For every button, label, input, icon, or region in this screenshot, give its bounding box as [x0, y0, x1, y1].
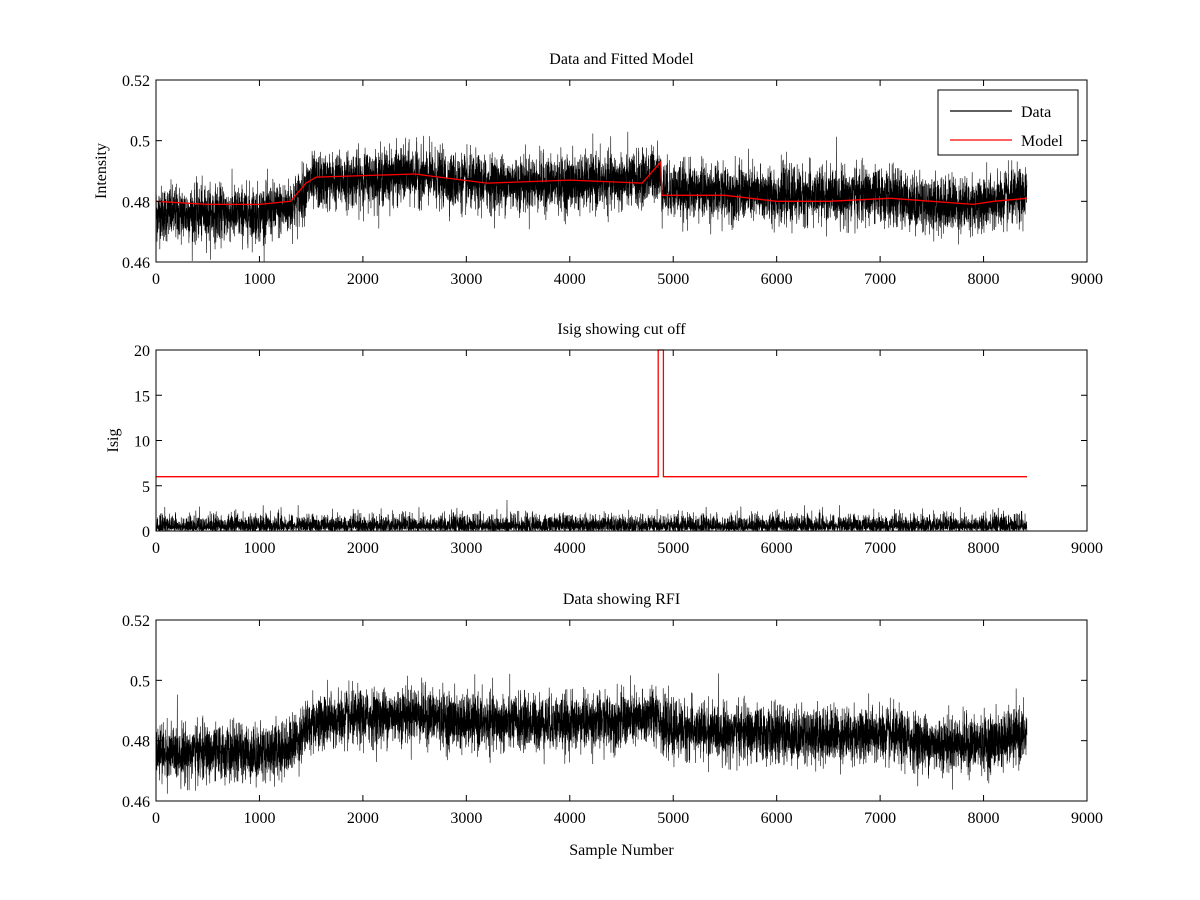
legend-box: [937, 89, 1079, 156]
plot-area: [156, 80, 1087, 262]
y-tick-label: 0.5: [130, 134, 150, 151]
y-tick-label: 0.48: [122, 734, 150, 751]
series-data: [155, 673, 1028, 794]
axes-frame: [155, 619, 1088, 802]
x-tick-label: 0: [152, 271, 160, 288]
y-tick-label: 0.52: [122, 613, 150, 630]
x-tick-label: 9000: [1071, 271, 1103, 288]
y-tick-label: 20: [134, 343, 150, 360]
x-tick-label: 4000: [554, 810, 586, 827]
x-tick-label: 6000: [761, 540, 793, 557]
x-tick-label: 1000: [243, 540, 275, 557]
subplot-title: Isig showing cut off: [557, 321, 686, 338]
subplot-title: Data and Fitted Model: [549, 51, 694, 68]
x-tick-label: 9000: [1071, 540, 1103, 557]
y-axis-label: Isig: [105, 429, 122, 453]
y-tick-label: 5: [142, 479, 150, 496]
x-tick-label: 3000: [450, 540, 482, 557]
x-tick-label: 1000: [243, 810, 275, 827]
legend-label-data: Data: [1021, 104, 1051, 121]
x-tick-label: 2000: [347, 271, 379, 288]
x-tick-label: 8000: [968, 540, 1000, 557]
series-model: [155, 160, 1028, 206]
x-tick-label: 5000: [657, 810, 689, 827]
x-tick-label: 1000: [243, 271, 275, 288]
subplot-2: 0 1000 2000 3000 4000 5000 6000 7000 8000 9000 0 5 1…: [105, 321, 1103, 557]
y-axis-label: Intensity: [93, 143, 110, 199]
x-axis-label: Sample Number: [569, 842, 674, 859]
x-tick-label: 3000: [450, 810, 482, 827]
x-tick-label: 3000: [450, 271, 482, 288]
x-tick-label: 6000: [761, 271, 793, 288]
y-tick-label: 0.52: [122, 73, 150, 90]
axes-frame: [155, 79, 1088, 263]
subplot-1: 0 1000 2000 3000 4000 5000 6000 7000 8000 9000 0.4…: [93, 51, 1103, 288]
series-data: [155, 131, 1028, 263]
plot-area: [156, 350, 1087, 531]
x-tick-label: 8000: [968, 810, 1000, 827]
x-tick-label: 2000: [347, 810, 379, 827]
y-tick-label: 15: [134, 388, 150, 405]
y-tick-label: 10: [134, 434, 150, 451]
x-tick-label: 5000: [657, 271, 689, 288]
x-tick-label: 9000: [1071, 810, 1103, 827]
subplot-title: Data showing RFI: [563, 591, 680, 608]
x-tick-label: 0: [152, 810, 160, 827]
y-tick-label: 0.5: [130, 673, 150, 690]
legend: Data Model: [937, 89, 1079, 156]
x-tick-label: 6000: [761, 810, 793, 827]
x-tick-label: 5000: [657, 540, 689, 557]
y-tick-label: 0: [142, 524, 150, 541]
subplot-3: 0 1000 2000 3000 4000 5000 6000 7000 8000 9000 0.4…: [122, 591, 1103, 859]
x-tick-label: 0: [152, 540, 160, 557]
y-tick-label: 0.46: [122, 255, 150, 272]
x-tick-label: 4000: [554, 271, 586, 288]
y-tick-label: 0.48: [122, 194, 150, 211]
x-tick-label: 2000: [347, 540, 379, 557]
x-tick-label: 7000: [864, 540, 896, 557]
x-tick-label: 7000: [864, 810, 896, 827]
x-tick-label: 4000: [554, 540, 586, 557]
x-tick-label: 7000: [864, 271, 896, 288]
legend-label-model: Model: [1021, 133, 1063, 150]
series-isig: [155, 499, 1028, 533]
y-tick-label: 0.46: [122, 794, 150, 811]
x-tick-label: 8000: [968, 271, 1000, 288]
